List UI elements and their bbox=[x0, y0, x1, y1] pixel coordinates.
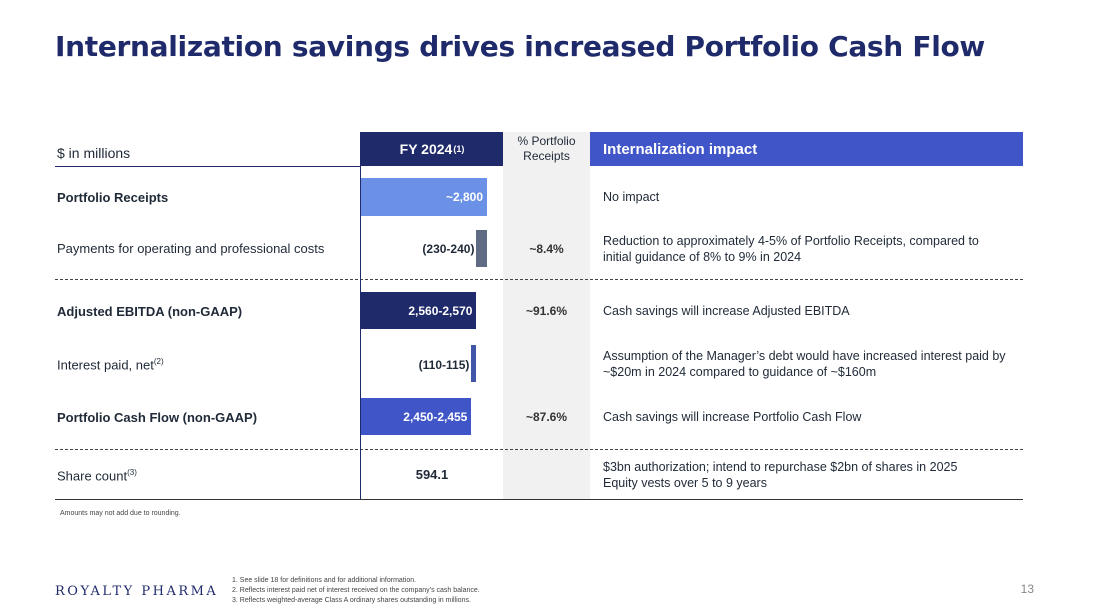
fy-label: FY 2024 bbox=[399, 141, 453, 157]
footnote-1: 1. See slide 18 for definitions and for … bbox=[232, 577, 417, 584]
impact-payments: Reduction to approximately 4-5% of Portf… bbox=[603, 233, 979, 265]
pct-header-line2: Receipts bbox=[523, 149, 570, 163]
dashed-separator bbox=[55, 279, 1023, 280]
bar-value-portfolio-cash-flow: 2,450-2,455 bbox=[403, 410, 468, 424]
row-label-interest-paid: Interest paid, net(2) bbox=[57, 357, 164, 372]
impact-payments-line1: Reduction to approximately 4-5% of Portf… bbox=[603, 234, 979, 248]
share-count-footnote-ref: (3) bbox=[127, 468, 137, 477]
share-count-value: 594.1 bbox=[415, 467, 449, 482]
row-label-portfolio-receipts: Portfolio Receipts bbox=[57, 190, 169, 205]
rounding-note: Amounts may not add due to rounding. bbox=[60, 510, 181, 517]
royalty-pharma-logo: ROYALTY PHARMA bbox=[55, 584, 219, 599]
units-label: $ in millions bbox=[57, 145, 131, 161]
impact-adjusted-ebitda: Cash savings will increase Adjusted EBIT… bbox=[603, 304, 850, 318]
impact-portfolio-cash-flow: Cash savings will increase Portfolio Cas… bbox=[603, 410, 862, 424]
footnotes: 1. See slide 18 for definitions and for … bbox=[232, 576, 480, 606]
bar-portfolio-cash-flow bbox=[361, 398, 472, 435]
bar-axis-line bbox=[360, 132, 361, 499]
table-bottom-rule bbox=[55, 499, 1023, 500]
bar-value-payments: (230-240) bbox=[422, 242, 475, 256]
impact-interest-line1: Assumption of the Manager’s debt would h… bbox=[603, 349, 1006, 363]
bar-value-interest-paid: (110-115) bbox=[418, 358, 470, 372]
footnote-2: 2. Reflects interest paid net of interes… bbox=[232, 587, 480, 594]
dashed-separator bbox=[55, 449, 1023, 450]
header-underline bbox=[55, 166, 360, 167]
impact-interest-paid: Assumption of the Manager’s debt would h… bbox=[603, 348, 1006, 380]
impact-payments-line2: initial guidance of 8% to 9% in 2024 bbox=[603, 250, 802, 264]
interest-paid-footnote-ref: (2) bbox=[153, 357, 164, 366]
footnote-3: 3. Reflects weighted-average Class A ord… bbox=[232, 597, 471, 604]
pct-header-line1: % Portfolio bbox=[517, 134, 576, 148]
page-title: Internalization savings drives increased… bbox=[55, 30, 985, 63]
fy-2024-header: FY 2024 (1) bbox=[361, 132, 503, 166]
bar-value-adjusted-ebitda: 2,560-2,570 bbox=[408, 304, 473, 318]
pct-payments: ~8.4% bbox=[529, 242, 564, 256]
bar-interest-paid bbox=[471, 345, 477, 382]
share-count-text: Share count bbox=[57, 468, 128, 484]
row-label-payments: Payments for operating and professional … bbox=[57, 241, 325, 256]
bar-adjusted-ebitda bbox=[361, 292, 477, 329]
impact-portfolio-receipts: No impact bbox=[603, 190, 660, 204]
internalization-impact-header: Internalization impact bbox=[590, 132, 1023, 166]
fy-footnote-ref: (1) bbox=[453, 144, 465, 154]
row-label-adjusted-ebitda: Adjusted EBITDA (non-GAAP) bbox=[57, 304, 243, 319]
row-label-portfolio-cash-flow: Portfolio Cash Flow (non-GAAP) bbox=[57, 410, 258, 425]
impact-share-line2: Equity vests over 5 to 9 years bbox=[603, 476, 767, 490]
pct-column-background bbox=[503, 132, 590, 499]
impact-interest-line2: ~$20m in 2024 compared to guidance of ~$… bbox=[603, 365, 877, 379]
bar-payments bbox=[476, 230, 487, 267]
row-label-share-count: Share count(3) bbox=[57, 468, 137, 483]
impact-share-count: $3bn authorization; intend to repurchase… bbox=[603, 459, 957, 491]
interest-paid-text: Interest paid, net bbox=[57, 357, 154, 373]
bar-value-portfolio-receipts: ~2,800 bbox=[445, 190, 483, 204]
impact-share-line1: $3bn authorization; intend to repurchase… bbox=[603, 460, 958, 474]
pct-adjusted-ebitda: ~91.6% bbox=[525, 304, 568, 318]
pct-receipts-header: % Portfolio Receipts bbox=[503, 132, 590, 166]
pct-portfolio-cash-flow: ~87.6% bbox=[525, 410, 568, 424]
page-number: 13 bbox=[1020, 582, 1034, 596]
bar-portfolio-receipts bbox=[361, 178, 487, 216]
